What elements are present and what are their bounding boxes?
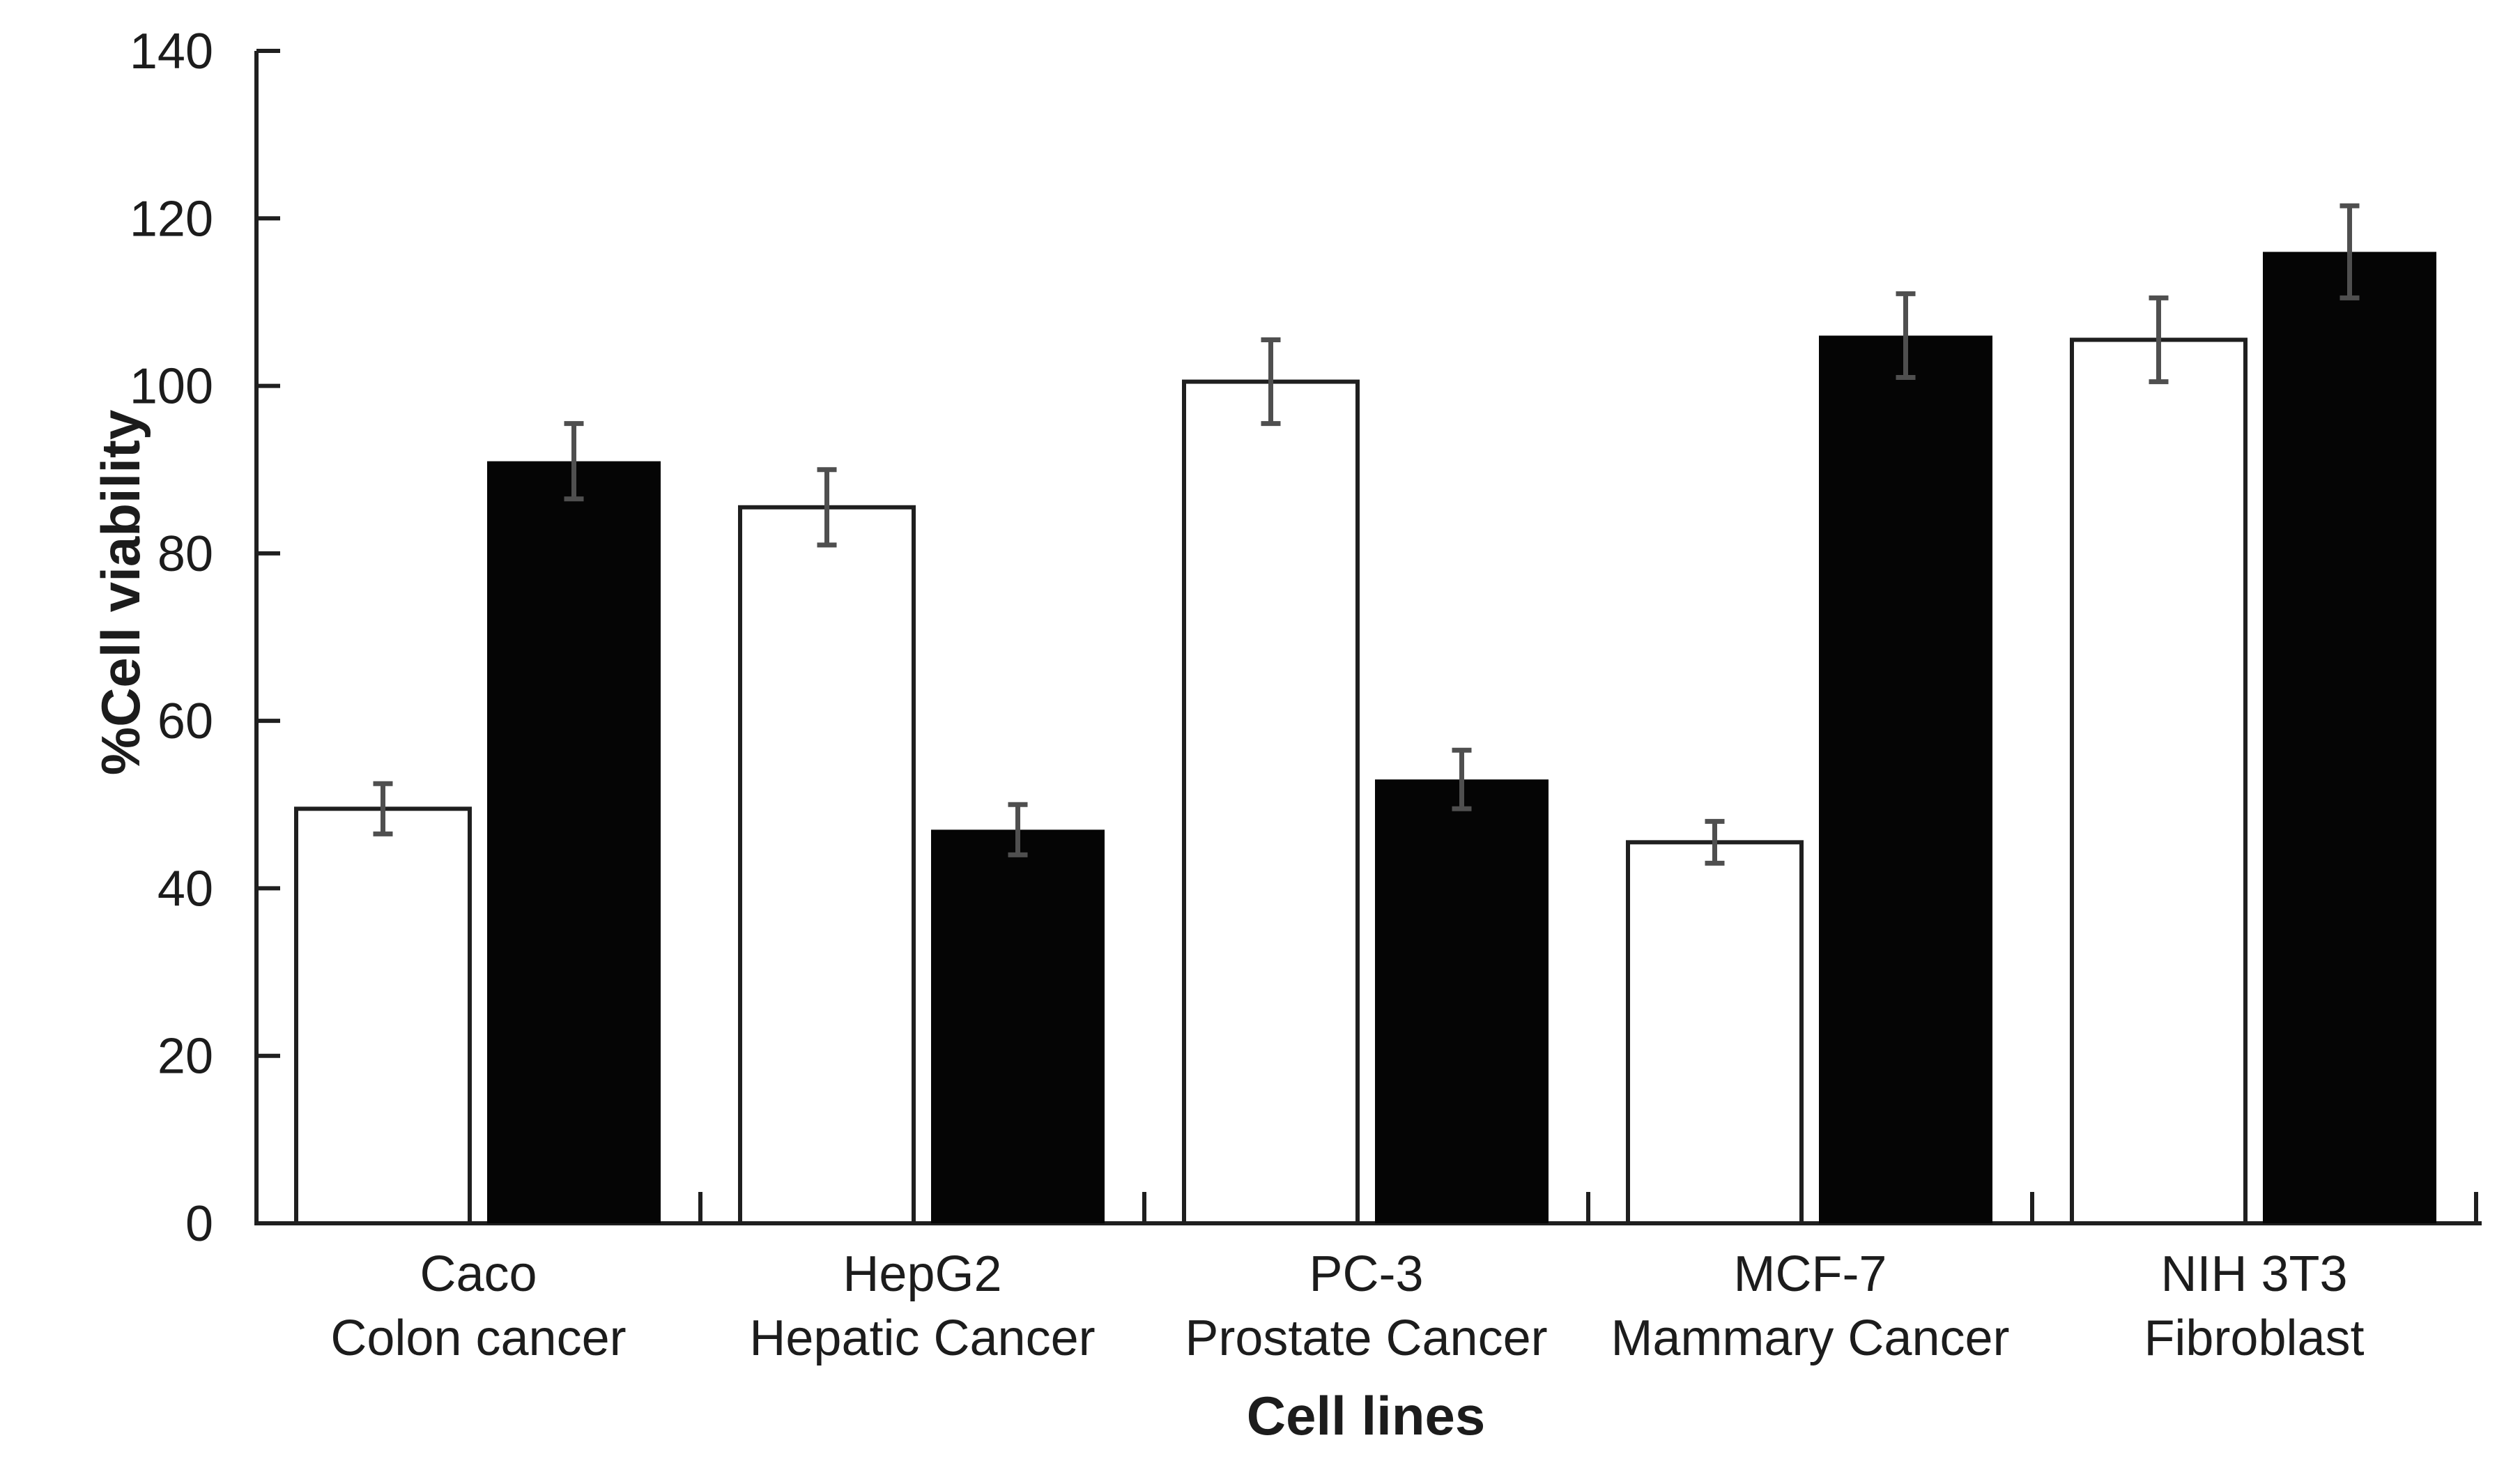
y-tick-label: 0 xyxy=(185,1196,213,1252)
bar-open xyxy=(1626,840,1804,1225)
y-tick-label: 120 xyxy=(130,191,213,247)
bar-filled xyxy=(931,829,1105,1223)
y-tick-label: 80 xyxy=(158,526,213,582)
y-tick-label: 60 xyxy=(158,694,213,749)
bar-open xyxy=(2070,337,2248,1226)
y-tick-label: 40 xyxy=(158,861,213,917)
y-tick-label: 20 xyxy=(158,1029,213,1085)
y-tick-label: 100 xyxy=(130,359,213,415)
bar-filled xyxy=(487,461,661,1224)
category-label-line2: Hepatic Cancer xyxy=(749,1310,1095,1366)
bar-filled xyxy=(1819,335,1992,1223)
plot-area: 0 20 40 60 80 100 120 140 Caco Colon cancer HepG2 H… xyxy=(130,24,2482,1366)
bar-open xyxy=(738,505,916,1225)
category-label-line1: NIH 3T3 xyxy=(2160,1246,2347,1302)
y-axis-title: %Cell viability xyxy=(90,410,151,776)
bar-filled xyxy=(1375,779,1549,1223)
category-label-line1: HepG2 xyxy=(843,1246,1001,1302)
category-label-line2: Mammary Cancer xyxy=(1611,1310,2009,1366)
y-tick-label: 140 xyxy=(130,24,213,79)
bar-open xyxy=(294,806,472,1225)
bar-filled xyxy=(2263,252,2436,1223)
category-label-line1: MCF-7 xyxy=(1734,1246,1887,1302)
x-axis-title: Cell lines xyxy=(1247,1385,1485,1446)
category-label-line2: Colon cancer xyxy=(330,1310,626,1366)
bar-open xyxy=(1182,379,1360,1225)
category-label-line1: PC-3 xyxy=(1309,1246,1423,1302)
category-label-line2: Prostate Cancer xyxy=(1185,1310,1547,1366)
category-label-line1: Caco xyxy=(420,1246,537,1302)
category-label-line2: Fibroblast xyxy=(2144,1310,2364,1366)
